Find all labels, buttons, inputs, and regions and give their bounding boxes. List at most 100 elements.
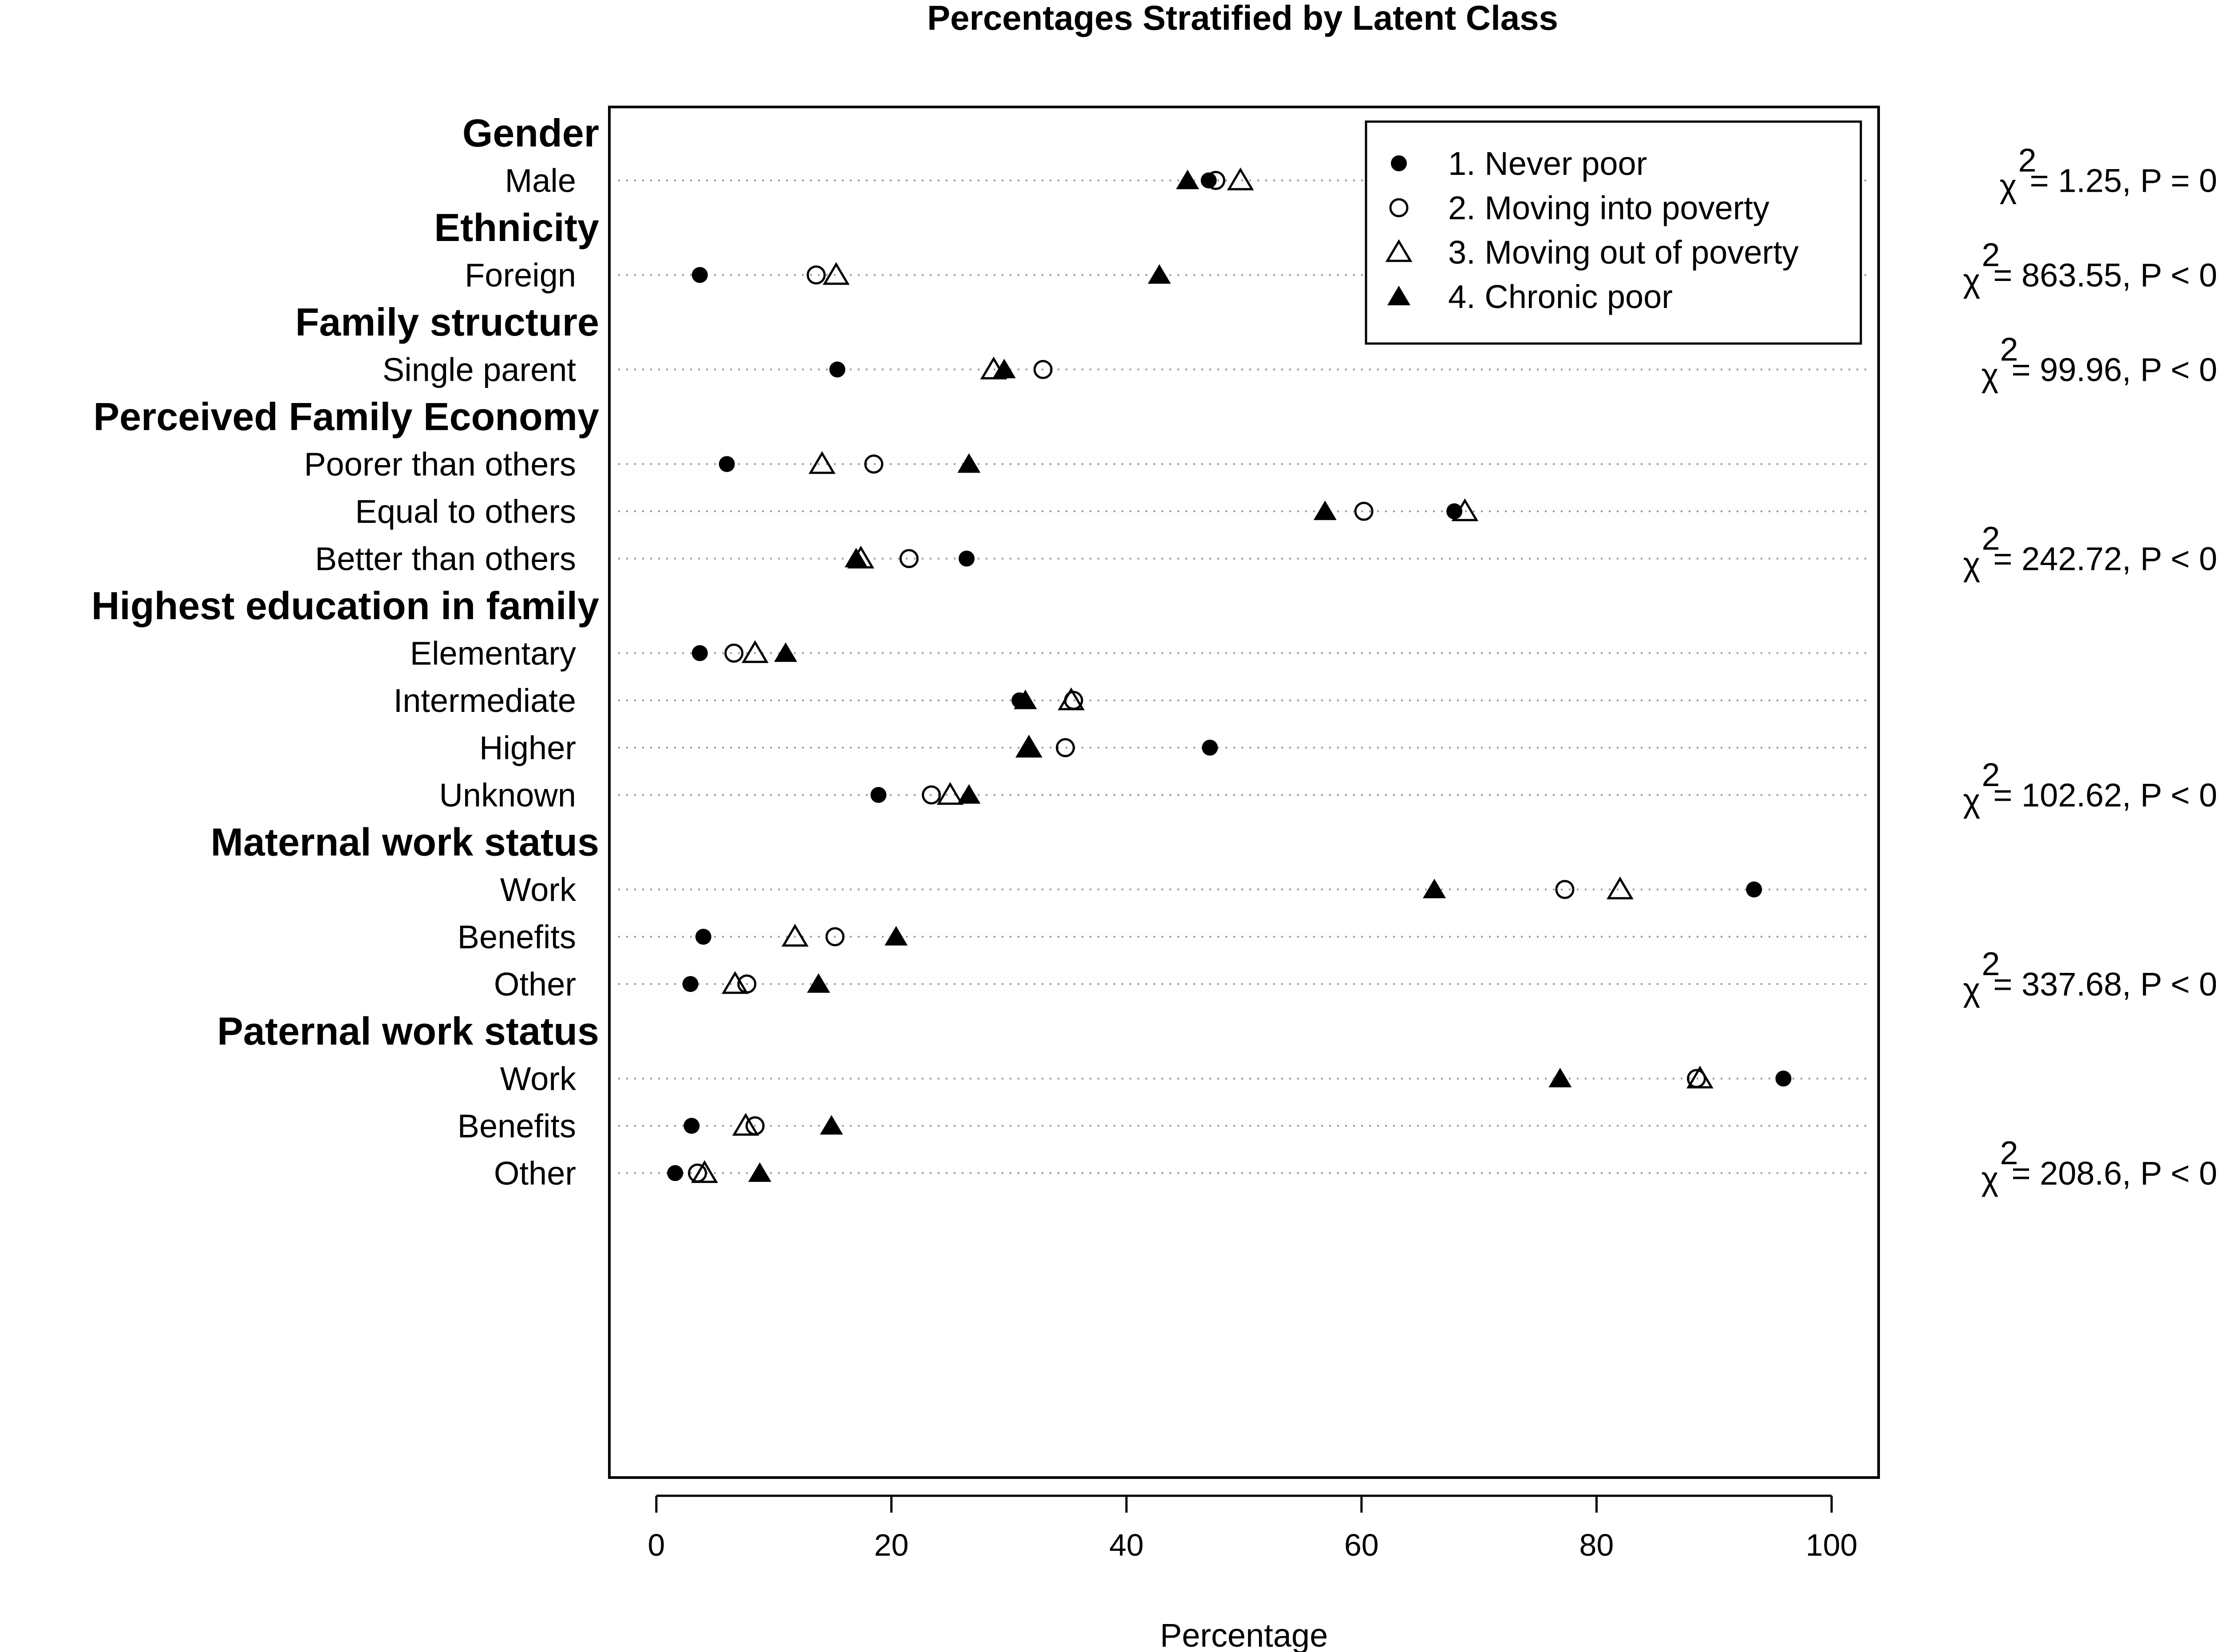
group-label-1: Ethnicity xyxy=(434,206,599,249)
data-point-series-3 xyxy=(1686,1065,1714,1089)
data-point-series-4 xyxy=(1423,878,1446,898)
group-label-4: Highest education in family xyxy=(91,584,599,628)
data-point-series-3 xyxy=(847,545,875,569)
data-point-series-4 xyxy=(957,784,981,804)
data-point-series-1 xyxy=(667,1165,683,1181)
data-point-series-1 xyxy=(1775,1071,1792,1087)
chi-symbol: χ xyxy=(1963,262,1980,299)
data-point-series-2 xyxy=(724,644,744,663)
chi-square-value: = 863.55, P < 0.001 xyxy=(1993,257,2219,294)
chi-symbol: χ xyxy=(1981,1160,1998,1197)
data-point-series-3 xyxy=(1607,876,1634,900)
row-label: Other xyxy=(494,1155,576,1192)
data-point-series-2 xyxy=(864,454,884,474)
data-point-series-2 xyxy=(1206,171,1225,190)
row-label: Better than others xyxy=(315,541,576,577)
data-point-series-2 xyxy=(899,549,919,568)
chi-superscript: 2 xyxy=(1982,520,2000,557)
data-point-series-1 xyxy=(1746,881,1762,897)
data-point-series-4 xyxy=(807,973,830,993)
x-tick-label: 0 xyxy=(648,1528,665,1562)
x-tick-label: 20 xyxy=(874,1528,909,1562)
legend-box xyxy=(1365,120,1862,345)
x-axis: 0 20 40 60 80 100 xyxy=(648,1494,1858,1562)
data-point-series-2 xyxy=(1555,880,1575,899)
row-label: Unknown xyxy=(439,777,576,814)
x-axis-label: Percentage xyxy=(1160,1617,1328,1652)
data-point-series-3 xyxy=(936,782,964,805)
chi-superscript: 2 xyxy=(1982,237,2000,273)
row-label: Intermediate xyxy=(394,682,576,719)
data-point-series-2 xyxy=(825,927,845,946)
data-point-series-1 xyxy=(1200,172,1217,189)
legend-marker-series-2 xyxy=(1389,198,1409,217)
legend-label: 3. Moving out of poverty xyxy=(1448,234,1799,271)
data-point-series-3 xyxy=(721,971,749,994)
data-point-series-1 xyxy=(682,976,699,992)
chi-square-value: = 208.6, P < 0.001 xyxy=(2011,1155,2219,1192)
row-label: Elementary xyxy=(410,635,576,672)
data-point-series-4 xyxy=(992,359,1016,379)
legend-marker-series-1 xyxy=(1391,155,1407,171)
chi-square-value: = 337.68, P < 0.001 xyxy=(1993,966,2219,1003)
data-point-series-4 xyxy=(748,1162,771,1182)
legend-label: 2. Moving into poverty xyxy=(1448,190,1769,226)
group-label-2: Family structure xyxy=(295,300,599,344)
chi-square-value: = 1.25, P = 0.748 xyxy=(2030,162,2219,199)
group-label-6: Paternal work status xyxy=(217,1009,599,1053)
group-label-0: Gender xyxy=(462,111,599,155)
data-point-series-2 xyxy=(1354,502,1374,521)
chi-superscript: 2 xyxy=(2000,1134,2018,1171)
legend-label: 4. Chronic poor xyxy=(1448,278,1673,315)
data-point-series-3 xyxy=(782,924,809,947)
data-points xyxy=(667,167,1792,1183)
data-point-series-3 xyxy=(1227,167,1254,190)
row-label: Foreign xyxy=(465,257,576,294)
data-point-series-4 xyxy=(1176,170,1199,190)
chi-symbol: χ xyxy=(1963,782,1980,819)
data-point-series-2 xyxy=(806,265,826,285)
chi-symbol: χ xyxy=(1981,357,1998,394)
legend-marker-series-4 xyxy=(1387,285,1410,305)
x-tick-label: 60 xyxy=(1344,1528,1379,1562)
data-point-series-1 xyxy=(870,787,887,803)
group-label-3: Perceived Family Economy xyxy=(93,395,599,439)
data-point-series-4 xyxy=(820,1115,843,1135)
plot-frame xyxy=(608,106,1880,1479)
row-label: Single parent xyxy=(383,352,576,388)
data-point-series-2 xyxy=(1033,360,1053,379)
chi-symbol: χ xyxy=(2000,168,2017,205)
chi-superscript: 2 xyxy=(1982,756,2000,793)
chi-symbol: χ xyxy=(1963,971,1980,1008)
x-tick-label: 40 xyxy=(1109,1528,1144,1562)
data-point-series-4 xyxy=(884,926,908,946)
data-point-series-4 xyxy=(1548,1067,1572,1087)
chi-symbol: χ xyxy=(1963,546,1980,583)
x-tick-label: 80 xyxy=(1579,1528,1614,1562)
row-labels: Gender Male Ethnicity Foreign Family structu… xyxy=(91,111,599,1192)
data-point-series-3 xyxy=(1015,735,1042,758)
data-point-series-1 xyxy=(683,1118,700,1134)
data-point-series-1 xyxy=(1202,739,1218,756)
row-label: Benefits xyxy=(458,919,576,956)
data-point-series-1 xyxy=(829,361,845,378)
row-label: Equal to others xyxy=(355,493,576,530)
chi-square-value: = 242.72, P < 0.001 xyxy=(1993,541,2219,577)
chart-title: Percentages Stratified by Latent Class xyxy=(927,0,1558,37)
row-label: Work xyxy=(500,1060,576,1097)
data-point-series-1 xyxy=(1011,692,1028,708)
data-point-series-1 xyxy=(691,267,708,283)
chi-superscript: 2 xyxy=(1982,945,2000,982)
group-label-5: Maternal work status xyxy=(211,820,599,864)
data-point-series-3 xyxy=(1058,687,1085,711)
data-point-series-3 xyxy=(1451,498,1479,522)
chi-superscript: 2 xyxy=(2018,142,2037,179)
x-tick-label: 100 xyxy=(1806,1528,1858,1562)
data-point-series-4 xyxy=(957,453,981,473)
data-point-series-3 xyxy=(808,451,836,474)
chi-superscript: 2 xyxy=(2000,331,2018,368)
row-label: Benefits xyxy=(458,1108,576,1145)
chi-square-value: = 102.62, P < 0.001 xyxy=(1993,777,2219,814)
data-point-series-1 xyxy=(691,645,708,661)
